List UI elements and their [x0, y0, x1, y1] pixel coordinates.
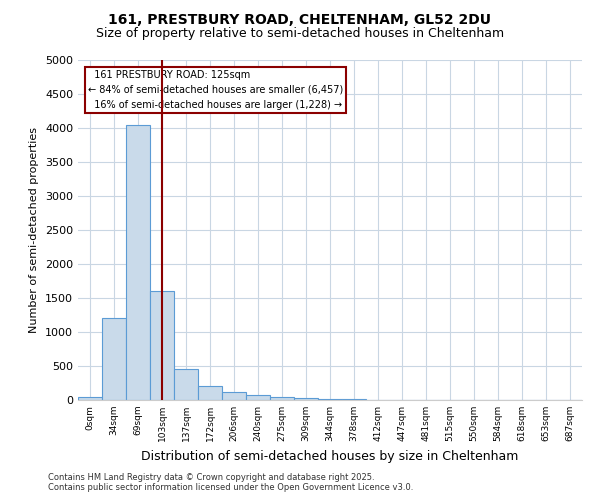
Bar	[270, 396, 294, 400]
Text: 161 PRESTBURY ROAD: 125sqm
← 84% of semi-detached houses are smaller (6,457)
  1: 161 PRESTBURY ROAD: 125sqm ← 84% of semi…	[88, 70, 343, 110]
Bar	[222, 392, 246, 400]
Bar	[294, 398, 318, 400]
Bar	[174, 370, 198, 400]
Text: 161, PRESTBURY ROAD, CHELTENHAM, GL52 2DU: 161, PRESTBURY ROAD, CHELTENHAM, GL52 2D…	[109, 12, 491, 26]
Y-axis label: Number of semi-detached properties: Number of semi-detached properties	[29, 127, 40, 333]
Bar	[102, 318, 126, 400]
Bar	[126, 124, 150, 400]
Bar	[150, 291, 174, 400]
Bar	[246, 395, 270, 400]
Bar	[78, 396, 102, 400]
Text: Size of property relative to semi-detached houses in Cheltenham: Size of property relative to semi-detach…	[96, 28, 504, 40]
Text: Contains HM Land Registry data © Crown copyright and database right 2025.
Contai: Contains HM Land Registry data © Crown c…	[48, 473, 413, 492]
Bar	[198, 386, 222, 400]
Bar	[318, 399, 342, 400]
X-axis label: Distribution of semi-detached houses by size in Cheltenham: Distribution of semi-detached houses by …	[142, 450, 518, 462]
